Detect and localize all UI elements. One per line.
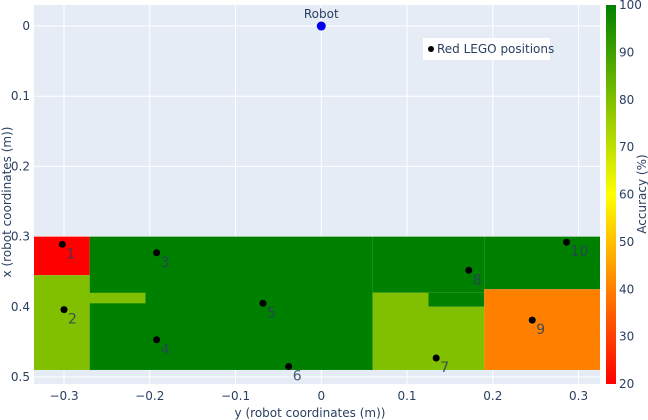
x-tick-label: −0.1 [221,389,250,403]
x-tick-label: −0.2 [135,389,164,403]
colorbar-tick-label: 80 [619,93,634,107]
lego-point[interactable] [58,240,66,248]
accuracy-regions [34,236,600,370]
lego-point[interactable] [432,354,440,362]
accuracy-region [484,289,600,370]
accuracy-region [372,236,485,293]
x-tick-label: 0.1 [397,389,416,403]
y-tick-label: 0 [22,19,30,33]
colorbar-tick-label: 20 [619,377,634,391]
x-tick-label: 0 [317,389,325,403]
lego-point-label: 3 [161,255,170,271]
y-tick-label: 0.1 [11,89,30,103]
colorbar [606,5,616,384]
colorbar-tick-label: 70 [619,140,634,154]
x-tick-label: 0.2 [483,389,502,403]
colorbar-tick-label: 60 [619,188,634,202]
y-tick-label: 0.4 [11,300,30,314]
colorbar-tick-label: 90 [619,45,634,59]
lego-point[interactable] [528,316,536,324]
legend-marker [428,46,434,52]
lego-point-label: 4 [161,342,170,358]
lego-point[interactable] [563,238,571,246]
legend-box [423,38,550,60]
colorbar-tick-label: 40 [619,282,634,296]
robot-marker-group: Robot [304,7,339,31]
legend-label: Red LEGO positions [437,42,554,56]
lego-point[interactable] [259,299,267,307]
y-axis-title: x (robot coordinates (m)) [0,127,14,278]
x-tick-label: −0.3 [49,389,78,403]
x-tick-label: 0.3 [569,389,588,403]
lego-point[interactable] [153,336,161,344]
lego-point-label: 6 [293,368,302,384]
lego-point-label: 5 [267,305,276,321]
accuracy-region [372,292,429,370]
x-axis-ticks: −0.3 −0.2 −0.1 0 0.1 0.2 0.3 [49,389,588,403]
colorbar-title: Accuracy (%) [635,154,648,233]
accuracy-region [34,275,90,370]
lego-point-label: 7 [440,360,449,376]
colorbar-ticks: 20 30 40 50 60 70 80 90 100 [619,0,642,391]
lego-point-label: 8 [473,272,482,288]
lego-point[interactable] [285,362,293,370]
x-axis-title: y (robot coordinates (m)) [235,406,386,420]
lego-point-label: 10 [571,244,589,260]
accuracy-region [89,236,373,370]
lego-point[interactable] [153,249,161,257]
accuracy-region [428,292,485,307]
colorbar-tick-label: 50 [619,235,634,249]
lego-point-label: 9 [536,322,545,338]
lego-point-label: 1 [66,246,75,262]
robot-marker[interactable] [316,21,326,31]
lego-point[interactable] [465,266,473,274]
y-tick-label: 0.3 [11,230,30,244]
lego-point-label: 2 [68,312,77,328]
accuracy-region [484,236,600,290]
robot-label: Robot [304,7,339,21]
lego-points: 1 2 3 4 5 6 7 8 9 10 [58,238,589,384]
y-tick-label: 0.5 [11,370,30,384]
accuracy-region [89,292,146,304]
legend[interactable]: Red LEGO positions [423,38,554,60]
lego-point[interactable] [60,306,68,314]
y-tick-label: 0.2 [11,159,30,173]
colorbar-tick-label: 30 [619,330,634,344]
y-axis-ticks: 0 0.1 0.2 0.3 0.4 0.5 [11,19,30,384]
colorbar-tick-label: 100 [619,0,642,12]
